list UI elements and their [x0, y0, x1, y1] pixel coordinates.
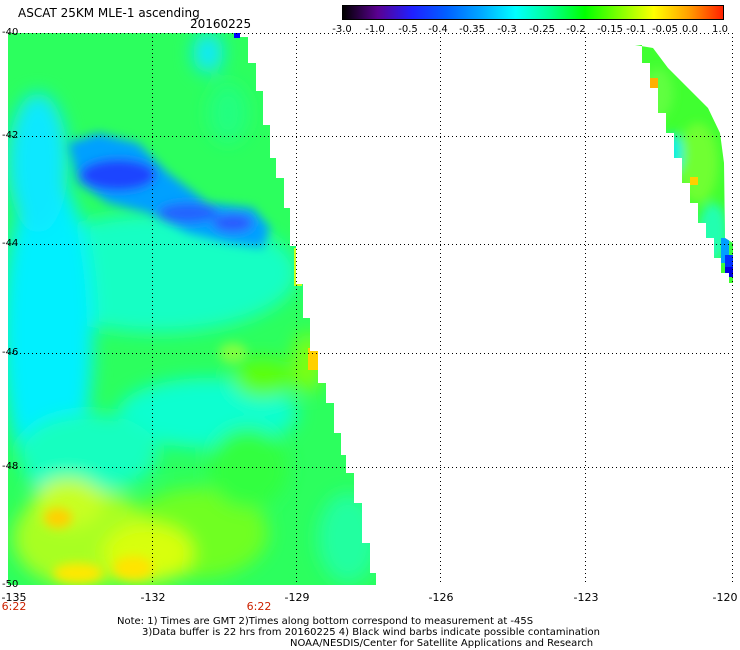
colorbar-label: -1.0	[365, 24, 385, 35]
colorbar-label: -0.1	[626, 24, 646, 35]
colorbar-label: 0.0	[682, 24, 698, 35]
note-line-1: Note: 1) Times are GMT 2)Times along bot…	[117, 616, 534, 627]
lat-label: -40	[2, 27, 19, 38]
lon-label: -135	[1, 591, 27, 604]
time-label: 6:22	[246, 600, 272, 613]
lat-label: -50	[2, 579, 19, 590]
colorbar-label: -0.25	[529, 24, 555, 35]
note-line-3: NOAA/NESDIS/Center for Satellite Applica…	[290, 638, 594, 649]
lon-label: -132	[140, 591, 166, 604]
colorbar-label: -0.3	[497, 24, 517, 35]
lon-label: -120	[712, 591, 738, 604]
colorbar-label: 1.0	[712, 24, 728, 35]
map-plot	[8, 33, 733, 585]
note-line-2: 3)Data buffer is 22 hrs from 20160225 4)…	[142, 627, 600, 638]
lon-label: -123	[573, 591, 599, 604]
time-label: 6:22	[1, 600, 27, 613]
lat-label: -46	[2, 347, 19, 358]
colorbar-labels: -3.0 -1.0 -0.5 -0.4 -0.35 -0.3 -0.25 -0.…	[330, 24, 735, 36]
colorbar-label: -0.15	[597, 24, 623, 35]
lat-label: -48	[2, 461, 19, 472]
chart-title: ASCAT 25KM MLE-1 ascending	[18, 6, 200, 20]
colorbar-label: -3.0	[332, 24, 352, 35]
colorbar-label: -0.2	[566, 24, 586, 35]
colorbar	[342, 5, 724, 20]
colorbar-label: -0.05	[652, 24, 678, 35]
colorbar-label: -0.5	[398, 24, 418, 35]
lon-label: -129	[284, 591, 310, 604]
chart-date: 20160225	[190, 17, 252, 31]
swath-right	[635, 45, 733, 283]
colorbar-label: -0.4	[428, 24, 448, 35]
graticule	[8, 33, 733, 585]
lat-label: -44	[2, 238, 19, 249]
lat-label: -42	[2, 130, 19, 141]
colorbar-label: -0.35	[459, 24, 485, 35]
lon-label: -126	[428, 591, 454, 604]
swath-left	[8, 33, 376, 585]
